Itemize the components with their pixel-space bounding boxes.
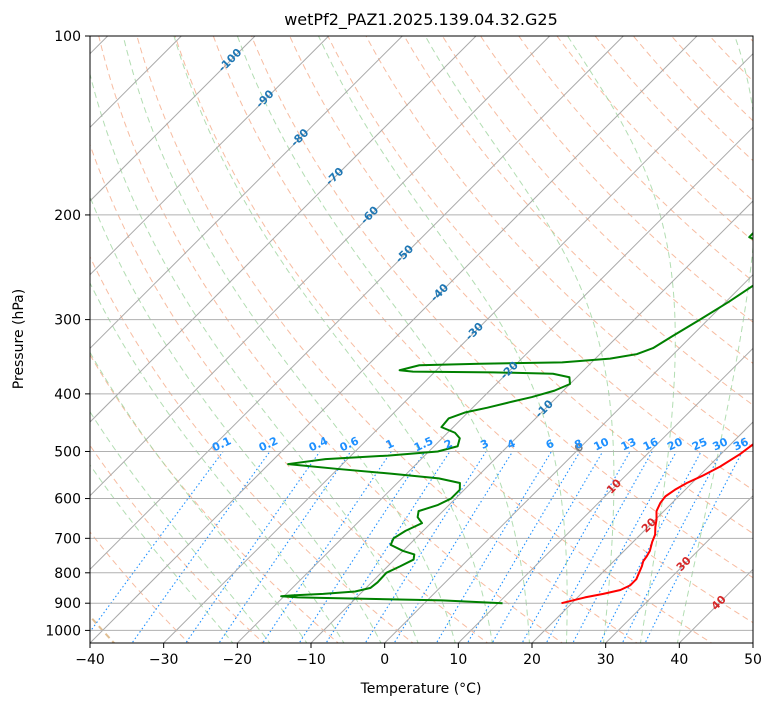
y-axis-ticks: 100 200 300 400 500 600 700 800 900 1000 (45, 29, 90, 639)
isotherm (90, 36, 624, 571)
x-tick-label: 10 (449, 652, 467, 668)
mixing-ratio-label: 36 (731, 435, 751, 453)
y-tick-label: 600 (54, 492, 81, 508)
dry-adiabat (327, 36, 753, 491)
y-tick-label: 200 (54, 208, 81, 224)
temperature-profile (561, 443, 753, 605)
mixing-ratio-label: 30 (711, 435, 731, 453)
y-axis-label: Pressure (hPa) (11, 289, 27, 389)
dry-adiabat (250, 36, 753, 579)
isotherm (236, 126, 753, 643)
moist-adiabat (90, 72, 419, 643)
isotherm (90, 36, 477, 423)
y-tick-label: 800 (54, 566, 81, 582)
moist-adiabat (90, 195, 382, 643)
mixing-ratio-line (466, 451, 581, 643)
x-tick-label: 20 (523, 652, 541, 668)
mixing-ratio-line (185, 451, 321, 643)
isotherm (90, 36, 256, 202)
isotherm (531, 421, 753, 643)
dry-adiabat (289, 36, 753, 535)
mixing-ratio-line (90, 451, 224, 633)
mixing-ratio-label: 10 (592, 435, 612, 453)
y-tick-label: 100 (54, 29, 81, 45)
mixing-ratio-line (325, 451, 451, 643)
y-tick-label: 700 (54, 531, 81, 547)
mixing-ratio-line (393, 451, 514, 643)
mixing-ratio-line (262, 451, 392, 643)
x-tick-label: 40 (670, 652, 688, 668)
mixing-ratio-label: 25 (690, 435, 709, 453)
dry-adiabat (90, 143, 489, 643)
isotherm (90, 36, 551, 497)
isobars (90, 36, 753, 631)
isotherm (384, 273, 753, 643)
dry-adiabat (365, 36, 753, 448)
isotherm (90, 36, 698, 643)
plot-frame (89, 35, 754, 644)
isotherms (90, 36, 753, 643)
mixing-ratio-label: 16 (641, 435, 661, 453)
y-tick-label: 1000 (45, 623, 81, 639)
x-tick-label: −20 (223, 652, 253, 668)
x-tick-label: 30 (597, 652, 615, 668)
mixing-ratio-label: 20 (665, 435, 685, 453)
mixing-ratio-line (621, 451, 723, 643)
mixing-ratio-line (599, 451, 702, 643)
x-tick-label: −10 (296, 652, 326, 668)
isotherm (90, 36, 330, 276)
x-tick-label: −40 (75, 652, 105, 668)
chart-title: wetPf2_PAZ1.2025.139.04.32.G25 (284, 10, 558, 30)
isotherm (163, 52, 753, 643)
mixing-ratio-line (491, 451, 604, 643)
isotherm (457, 347, 753, 643)
mixing-ratio-line (218, 451, 352, 643)
isotherm (90, 36, 403, 350)
y-tick-label: 300 (54, 313, 81, 329)
isotherm (605, 494, 753, 643)
y-tick-label: 500 (54, 444, 81, 460)
x-axis-label: Temperature (°C) (360, 681, 482, 697)
dewpoint-profile (280, 231, 753, 605)
x-tick-label: 0 (380, 652, 389, 668)
y-tick-label: 400 (54, 387, 81, 403)
y-tick-label: 900 (54, 596, 81, 612)
x-axis-ticks: −40 −30 −20 −10 0 10 20 30 40 50 (75, 643, 762, 668)
dry-adiabat (90, 255, 414, 643)
x-tick-label: 50 (744, 652, 762, 668)
x-tick-label: −30 (149, 652, 179, 668)
mixing-ratio-label: 13 (619, 435, 638, 453)
isotherm (310, 200, 753, 643)
profile-series (280, 231, 753, 605)
mixing-ratio-line (298, 451, 426, 643)
